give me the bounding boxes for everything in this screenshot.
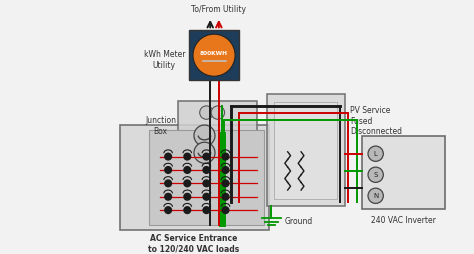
Text: N: N [373, 193, 378, 199]
Circle shape [184, 207, 191, 213]
Text: Ground: Ground [285, 217, 313, 226]
Text: Junction
Box: Junction Box [145, 116, 176, 136]
Circle shape [222, 153, 229, 160]
Circle shape [200, 106, 213, 119]
Circle shape [203, 193, 210, 200]
Circle shape [222, 207, 229, 213]
Circle shape [165, 167, 172, 173]
Text: 240 VAC Inverter: 240 VAC Inverter [371, 216, 436, 225]
Text: To/From Utility: To/From Utility [191, 5, 246, 14]
Circle shape [165, 153, 172, 160]
Circle shape [184, 193, 191, 200]
Circle shape [203, 180, 210, 187]
Text: L: L [374, 151, 378, 157]
Text: 800KWH: 800KWH [200, 51, 228, 56]
Circle shape [203, 207, 210, 213]
Circle shape [222, 167, 229, 173]
Circle shape [184, 180, 191, 187]
Text: S: S [374, 172, 378, 178]
Circle shape [203, 167, 210, 173]
Circle shape [222, 180, 229, 187]
Bar [274, 102, 337, 199]
Circle shape [184, 167, 191, 173]
Circle shape [165, 180, 172, 187]
FancyBboxPatch shape [189, 30, 239, 80]
Text: kWh Meter
Utility: kWh Meter Utility [144, 50, 185, 70]
Circle shape [194, 125, 215, 146]
Circle shape [184, 153, 191, 160]
Text: AC Service Entrance
to 120/240 VAC loads: AC Service Entrance to 120/240 VAC loads [148, 234, 239, 253]
Bar [267, 94, 345, 206]
Text: PV Service
Fused
Disconnected: PV Service Fused Disconnected [350, 106, 402, 136]
Circle shape [193, 34, 235, 76]
Circle shape [165, 207, 172, 213]
Bar [362, 136, 446, 209]
Circle shape [368, 167, 383, 182]
Bar [178, 101, 257, 151]
Circle shape [211, 106, 225, 119]
Bar [149, 130, 264, 226]
Circle shape [165, 193, 172, 200]
Bar [120, 125, 269, 230]
Circle shape [368, 188, 383, 203]
Circle shape [203, 153, 210, 160]
Circle shape [368, 146, 383, 161]
Circle shape [222, 193, 229, 200]
Circle shape [194, 142, 215, 163]
